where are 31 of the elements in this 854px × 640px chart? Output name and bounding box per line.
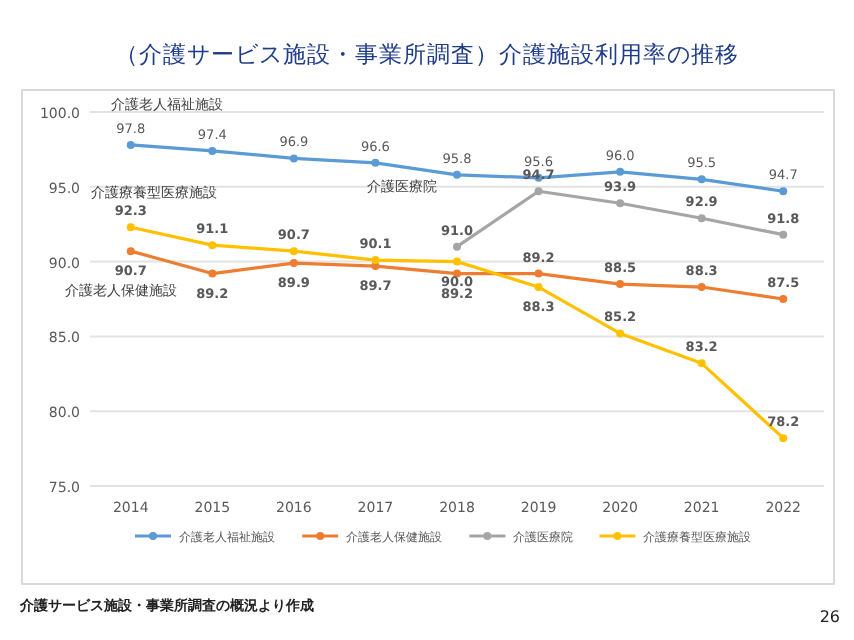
point [697,359,706,368]
point [126,140,135,149]
point [289,154,298,163]
point [371,256,380,265]
point [779,295,788,303]
point [779,434,788,443]
point [126,247,135,256]
point [534,187,543,196]
point [208,241,217,250]
point [126,223,135,232]
point [697,175,706,184]
point [208,146,217,155]
point [779,187,788,196]
point [534,269,543,278]
point [616,329,625,338]
point [616,199,625,208]
point [289,259,298,268]
point [453,170,461,179]
point [779,230,788,239]
point [289,247,298,256]
point [453,257,461,266]
point [371,158,380,167]
point [208,269,217,278]
point [697,214,706,223]
text: 26 [819,608,840,626]
point [616,280,625,289]
chart-title: （介護サービス施設・事業所調査）介護施設利用率の推移 [115,40,739,68]
point [697,283,706,292]
point [616,167,625,176]
point [453,242,461,251]
point [534,283,543,292]
